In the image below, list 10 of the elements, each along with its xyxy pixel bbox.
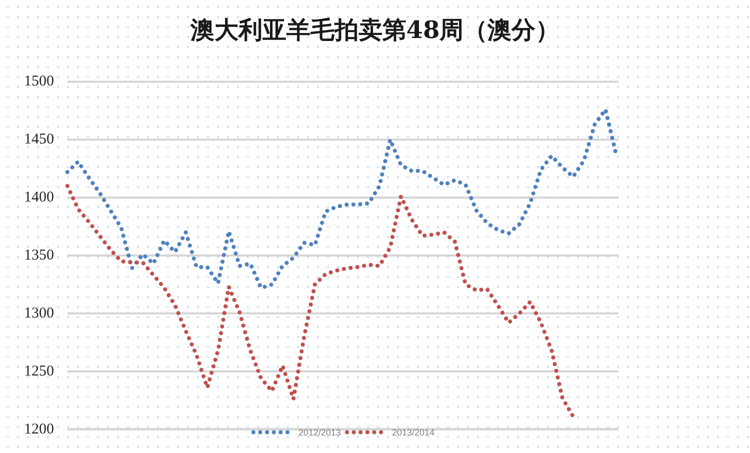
y-tick-label: 1200 <box>24 421 54 438</box>
y-tick-label: 1300 <box>24 305 54 322</box>
y-tick-label: 1350 <box>24 248 54 264</box>
y-tick-label: 1450 <box>24 132 54 148</box>
legend-label: 2012/2013 <box>298 427 341 438</box>
y-tick-label: 1250 <box>24 363 54 380</box>
legend-label: 2013/2014 <box>392 427 434 438</box>
y-tick-label: 1400 <box>24 190 54 206</box>
y-tick-label: 1500 <box>24 74 54 90</box>
title: 澳大利亚羊毛拍卖第48周（澳分） <box>190 15 560 44</box>
